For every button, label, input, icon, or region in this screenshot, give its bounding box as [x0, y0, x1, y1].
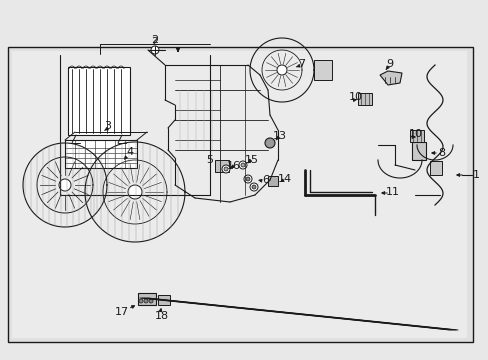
Bar	[313, 60, 331, 80]
Text: 4: 4	[126, 147, 133, 157]
Text: 5: 5	[206, 155, 213, 165]
Bar	[158, 295, 170, 305]
Circle shape	[241, 163, 244, 167]
Bar	[8, 47, 472, 342]
Circle shape	[245, 177, 249, 181]
Text: 15: 15	[244, 155, 259, 165]
Text: 17: 17	[115, 307, 129, 317]
Circle shape	[222, 165, 229, 173]
Circle shape	[249, 183, 258, 191]
Circle shape	[149, 299, 153, 303]
Text: 9: 9	[386, 59, 393, 69]
Text: 2: 2	[151, 35, 158, 45]
Circle shape	[251, 185, 256, 189]
Text: 10: 10	[408, 129, 422, 139]
Polygon shape	[409, 130, 423, 142]
Text: 2: 2	[151, 37, 158, 47]
Bar	[138, 293, 156, 305]
Text: 13: 13	[272, 131, 286, 141]
Text: 8: 8	[438, 148, 445, 158]
Text: 1: 1	[471, 170, 479, 180]
Circle shape	[239, 161, 246, 169]
Bar	[65, 140, 137, 168]
Text: 14: 14	[277, 174, 291, 184]
Text: 16: 16	[226, 161, 241, 171]
Bar	[68, 67, 130, 135]
Bar	[215, 160, 228, 172]
Circle shape	[151, 46, 159, 54]
Circle shape	[139, 299, 142, 303]
Circle shape	[59, 179, 71, 191]
Text: 6: 6	[262, 175, 269, 185]
Circle shape	[244, 175, 251, 183]
Circle shape	[276, 65, 286, 75]
Polygon shape	[357, 93, 371, 105]
Text: 18: 18	[155, 311, 169, 321]
Circle shape	[224, 167, 227, 171]
Text: 3: 3	[104, 121, 111, 131]
Bar	[12, 51, 466, 338]
Polygon shape	[379, 71, 401, 85]
Text: 10: 10	[348, 92, 362, 102]
Bar	[411, 142, 425, 160]
Circle shape	[128, 185, 142, 199]
Circle shape	[143, 299, 148, 303]
Bar	[267, 176, 278, 186]
Bar	[429, 161, 441, 175]
Text: 11: 11	[385, 187, 399, 197]
Text: 7: 7	[298, 59, 305, 69]
Circle shape	[264, 138, 274, 148]
